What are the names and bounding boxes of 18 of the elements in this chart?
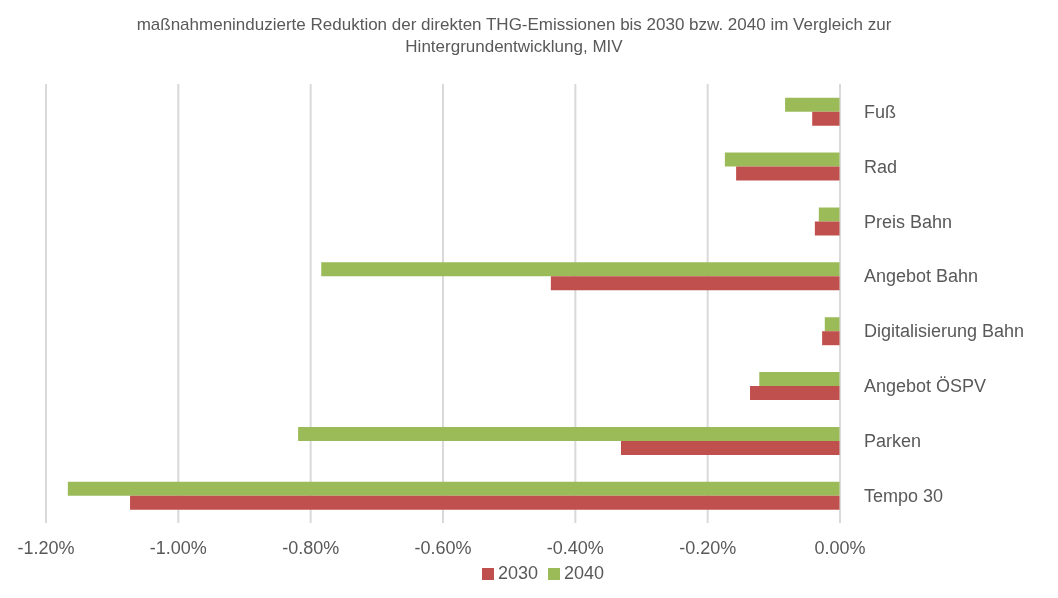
x-tick-label: 0.00% (814, 537, 866, 558)
y-tick-label: Rad (864, 156, 898, 177)
x-tick-label: -1.00% (149, 537, 207, 558)
y-tick-label: Angebot Bahn (864, 266, 979, 287)
legend-label: 2040 (564, 563, 605, 583)
legend-label: 2030 (497, 563, 538, 583)
y-tick-label: Parken (864, 431, 922, 452)
x-tick-label: -1.20% (17, 537, 75, 558)
x-tick-label: -0.20% (679, 537, 737, 558)
x-tick-label: -0.40% (546, 537, 604, 558)
x-tick-label: -0.60% (414, 537, 472, 558)
y-tick-label: Fuß (864, 101, 897, 122)
y-tick-label: Preis Bahn (864, 211, 953, 232)
y-tick-label: Angebot ÖSPV (864, 376, 987, 397)
y-tick-label: Tempo 30 (864, 485, 944, 506)
chart-title: maßnahmeninduzierte Reduktion der direkten THG-Emissionen bis 2030 bzw. 2040 im Vergleich zur Hintergrundentwicklung, MIV (135, 14, 893, 58)
x-tick-label: -0.80% (282, 537, 340, 558)
y-tick-label: Digitalisierung Bahn (864, 321, 1025, 342)
